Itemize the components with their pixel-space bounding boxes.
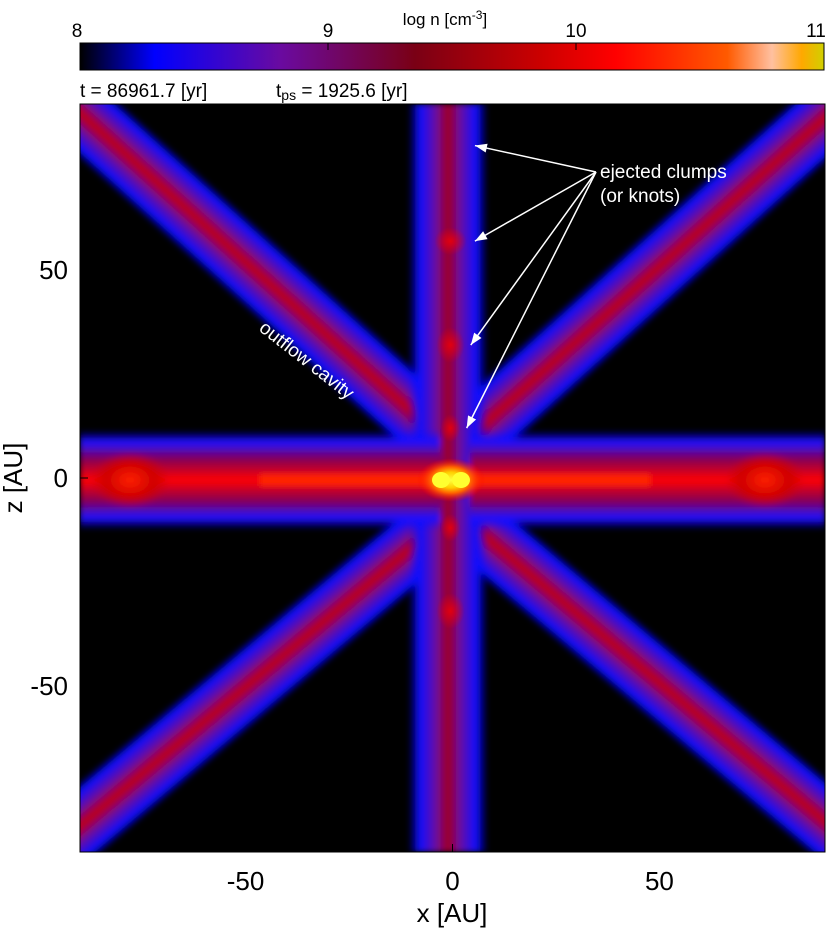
clump-arrow-head	[474, 143, 488, 153]
clump-arrow-head	[466, 415, 477, 429]
clump-arrow-line	[470, 171, 597, 346]
clump-arrows	[465, 143, 597, 429]
colorbar-tick-label: 9	[323, 21, 334, 42]
y-tick-label: 0	[54, 463, 68, 493]
x-tick-label: -50	[227, 866, 265, 896]
y-tick-label: -50	[30, 671, 68, 701]
colorbar-tick-label: 11	[806, 21, 826, 42]
x-tick-label: 0	[445, 866, 459, 896]
x-axis-label: x [AU]	[417, 898, 488, 928]
annotation-clumps-line2: (or knots)	[600, 186, 680, 207]
disk-blob-left	[90, 452, 170, 508]
cavity-arm-upper-left	[80, 104, 480, 478]
density-map	[80, 104, 825, 852]
jet-knot	[436, 327, 465, 364]
x-tick-label: 50	[645, 866, 674, 896]
annotation-clumps-line1: ejected clumps	[600, 162, 727, 183]
tps-label: tps = 1925.6 [yr]	[276, 81, 408, 103]
colorbar-tick-label: 8	[72, 21, 83, 42]
y-tick-label: 50	[39, 255, 68, 285]
clump-arrow-head	[470, 332, 482, 346]
disk-blob-right	[725, 452, 805, 508]
y-axis-label: z [AU]	[0, 443, 28, 514]
colorbar-tick-label: 10	[565, 21, 586, 42]
protostar-core	[417, 458, 485, 502]
clump-arrow-line	[474, 144, 597, 173]
jet-knot	[440, 414, 461, 443]
clump-arrow-head	[474, 231, 488, 242]
jet-knots	[434, 227, 467, 629]
colorbar-label: log n [cm-3]	[403, 8, 487, 29]
cavity-arm-lower-left	[80, 483, 479, 852]
colorbar-ticks: 8 9 10 11	[72, 21, 826, 50]
clump-arrow-line	[465, 171, 597, 429]
cavity-arm-upper-right	[430, 104, 825, 478]
time-label: t = 86961.7 [yr]	[80, 81, 207, 102]
jet-knot	[436, 592, 465, 629]
jet-knot	[434, 227, 467, 256]
jet-knot	[440, 513, 461, 542]
cavity-arm-lower-right	[431, 483, 825, 852]
y-axis-ticks: 50 0 -50	[30, 255, 88, 701]
x-axis-ticks: -50 0 50	[227, 844, 674, 896]
clump-arrow-line	[474, 171, 597, 242]
colorbar	[79, 42, 825, 71]
